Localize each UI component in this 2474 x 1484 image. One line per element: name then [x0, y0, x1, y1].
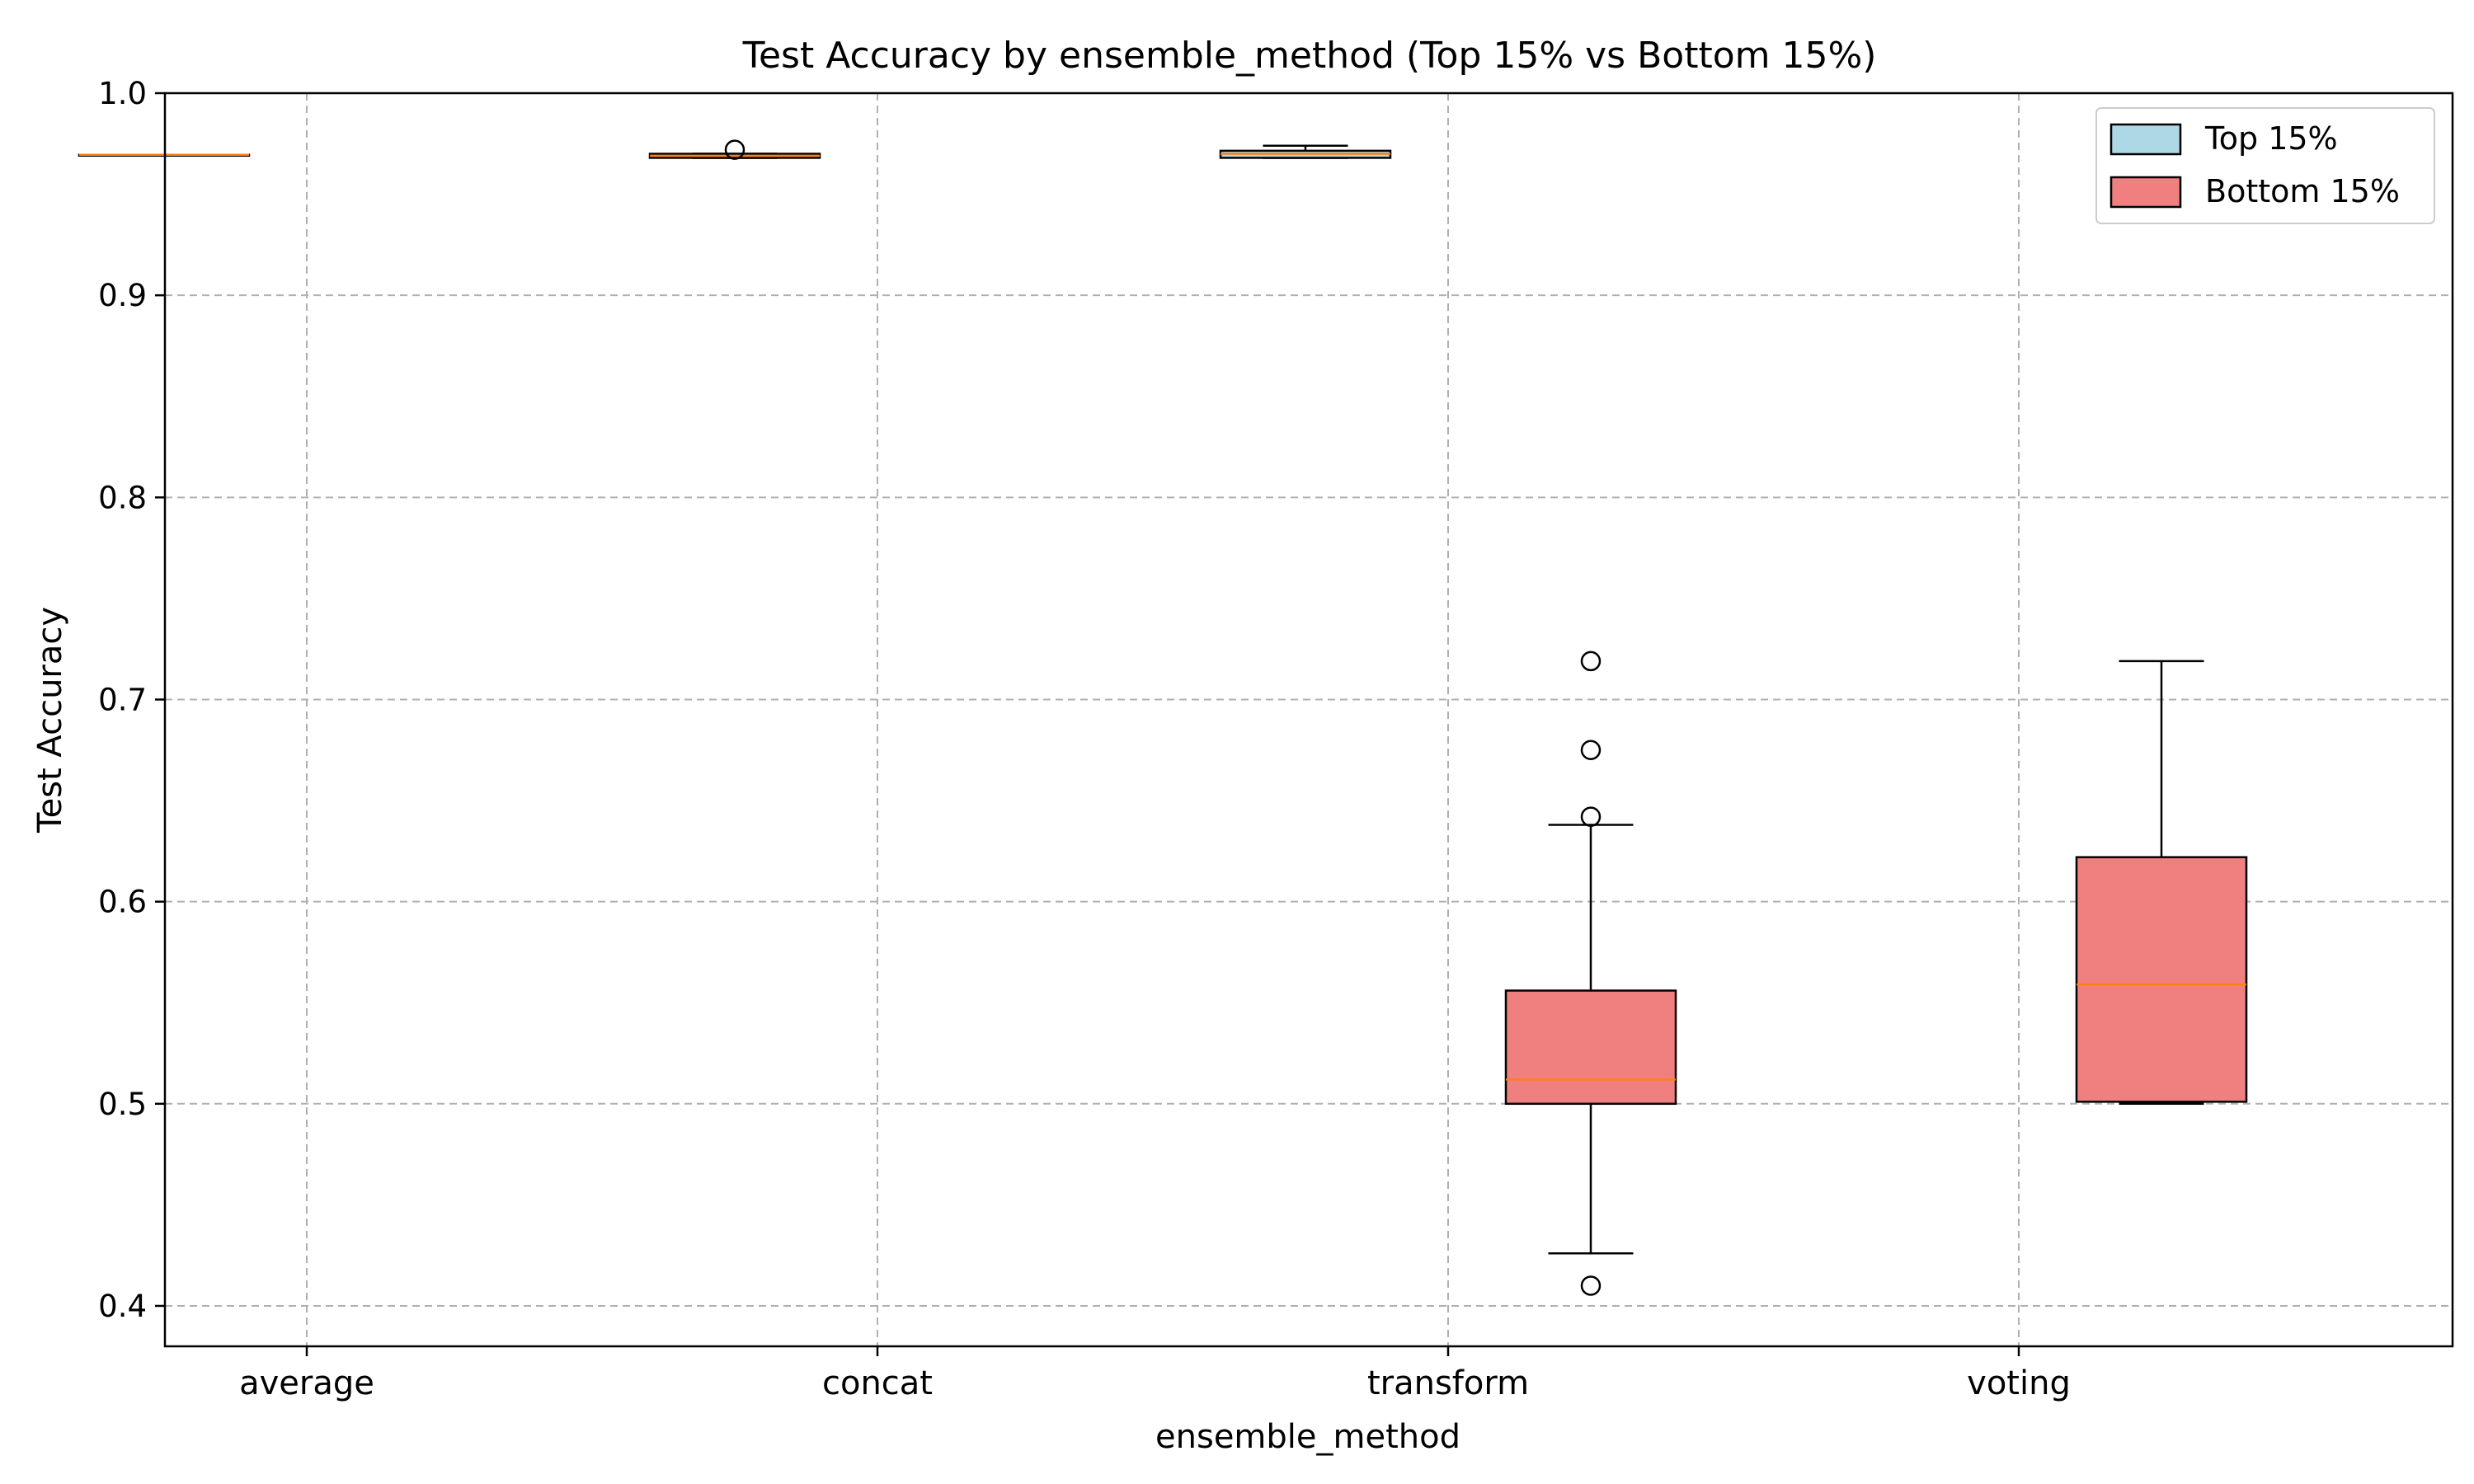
x-tick-label: average — [239, 1364, 374, 1402]
box-voting-bottom — [2075, 660, 2248, 1106]
x-axis-label: ensemble_method — [1155, 1418, 1460, 1456]
plot-frame — [163, 92, 2454, 1348]
x-tick-label: voting — [1967, 1364, 2071, 1402]
legend-swatch — [2109, 123, 2182, 156]
y-tick-label: 0.6 — [98, 885, 147, 920]
outlier-point — [1580, 1275, 1602, 1296]
y-tick-label: 1.0 — [98, 76, 147, 111]
chart-title: Test Accuracy by ensemble_method (Top 15… — [742, 35, 1877, 77]
x-tick-label: concat — [822, 1364, 933, 1402]
legend-swatch — [2109, 176, 2182, 209]
box-concat-top — [648, 139, 821, 160]
iqr-box — [1504, 989, 1677, 1106]
outlier-point — [724, 139, 745, 160]
legend-label: Bottom 15% — [2205, 173, 2400, 209]
outlier-point — [1580, 740, 1602, 761]
y-axis-label: Test Accuracy — [31, 607, 69, 834]
legend: Top 15% Bottom 15% — [2095, 107, 2435, 224]
iqr-box — [2075, 856, 2248, 1103]
y-tick-label: 0.5 — [98, 1087, 147, 1122]
grid-layer — [165, 92, 2453, 1346]
box-transform-top — [1219, 144, 1392, 159]
legend-label: Top 15% — [2204, 120, 2338, 157]
y-tick-label: 0.9 — [98, 278, 147, 313]
axis-layer: 0.4 0.5 0.6 0.7 0.8 0.9 1.0 average concat transf… — [98, 76, 2071, 1402]
y-tick-label: 0.8 — [98, 480, 147, 515]
y-tick-label: 0.7 — [98, 682, 147, 717]
y-tick-label: 0.4 — [98, 1289, 147, 1324]
box-transform-bottom — [1504, 650, 1677, 1296]
x-tick-label: transform — [1367, 1364, 1529, 1402]
outlier-point — [1580, 650, 1602, 672]
box-layer — [78, 139, 2248, 1296]
outlier-point — [1580, 806, 1602, 827]
